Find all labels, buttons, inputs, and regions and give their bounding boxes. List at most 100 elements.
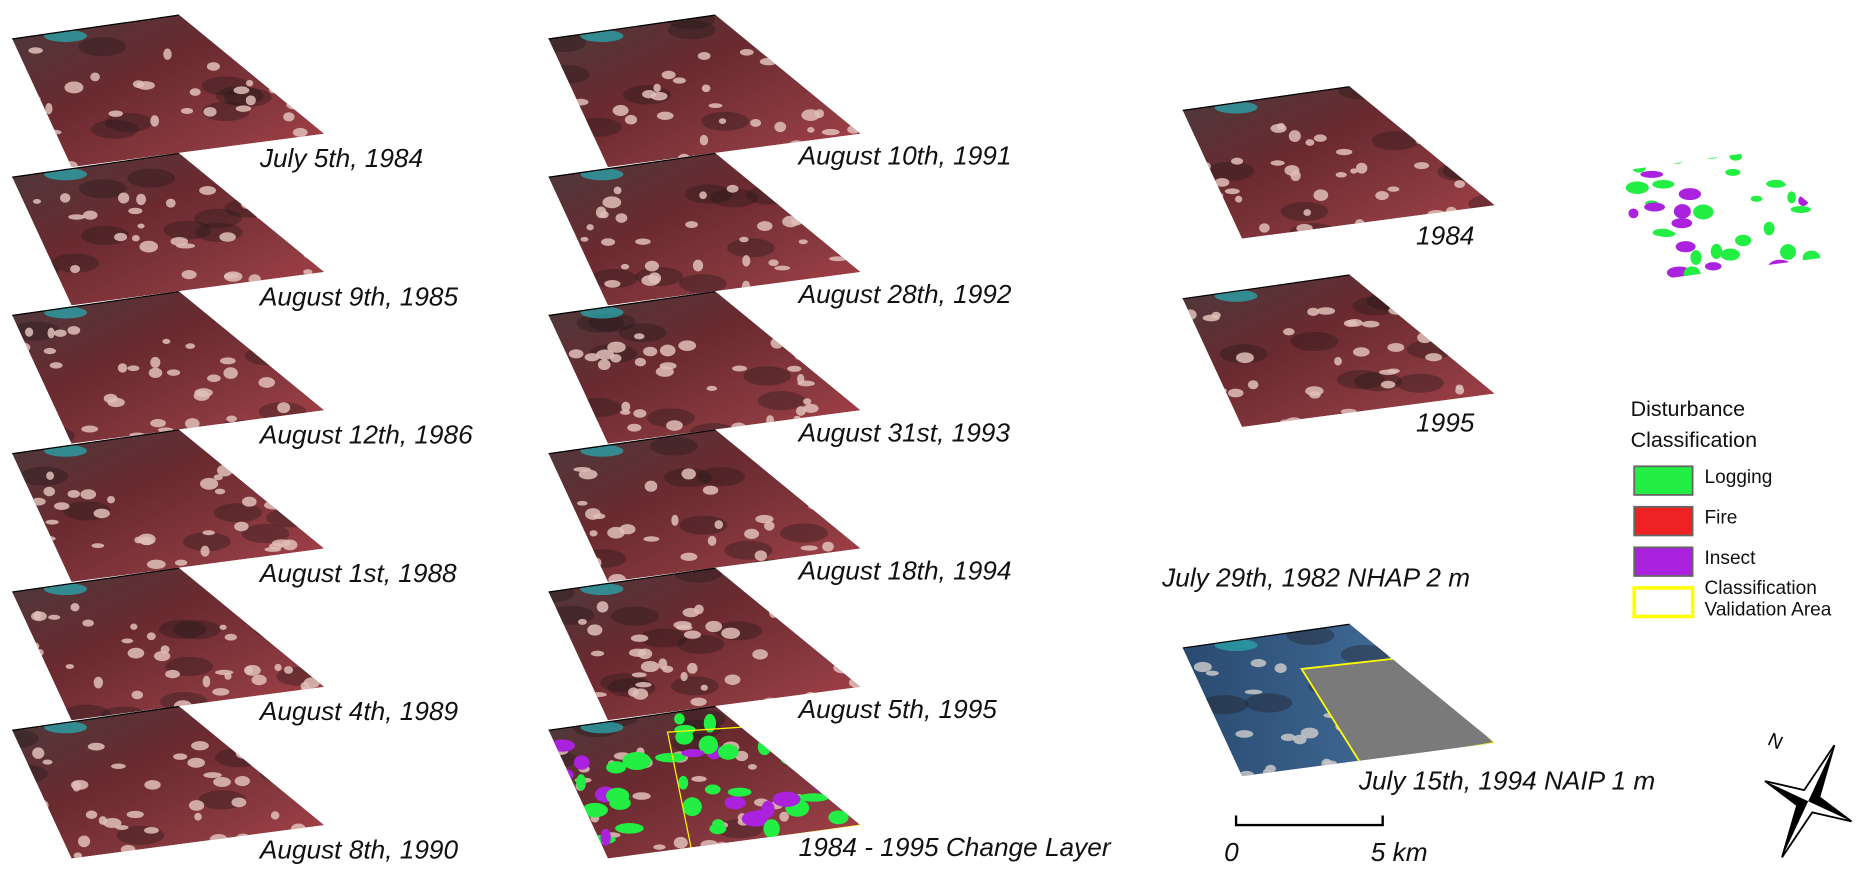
scale-bar [1234,815,1384,827]
clearcut [68,214,85,220]
ridge-top [548,429,716,455]
disturbance [806,722,832,734]
clearcut [131,690,143,700]
disturbance [1768,259,1793,275]
legend-label-box: Classification Validation Area [1705,578,1832,620]
clearcut [304,740,314,752]
ridge-shade [290,464,325,484]
ridge-shade [784,36,833,56]
clearcut [207,154,215,166]
ridge-shade [20,466,68,486]
disturbance [681,749,705,758]
clearcut [1288,130,1301,142]
clearcut [607,526,625,539]
clearcut [744,528,760,539]
legend-swatch [1633,465,1694,496]
clearcut [233,86,250,95]
clearcut [571,573,586,581]
clearcut [199,477,219,490]
clearcut [839,779,858,791]
clearcut [165,669,180,679]
clearcut [635,238,651,245]
clearcut [825,749,843,758]
clearcut [587,624,603,636]
clearcut [48,614,61,620]
clearcut [726,184,739,193]
clearcut [289,645,301,651]
ridge-shade [1206,161,1255,181]
disturbance [1675,241,1696,253]
clearcut [795,608,806,616]
clearcut [589,530,598,537]
clearcut [203,106,217,117]
clearcut [800,490,808,500]
clearcut [596,601,609,613]
clearcut [1417,332,1433,344]
clearcut [219,232,236,242]
disturbance [1634,152,1650,165]
clearcut [1445,206,1458,218]
disturbance [573,755,590,770]
clearcut [820,60,831,71]
ridge-shade [172,620,221,640]
clearcut [21,651,36,661]
clearcut [759,430,771,439]
clearcut [807,495,825,507]
disturbance [1625,181,1649,194]
ridge-shade [639,628,688,648]
clearcut [560,518,579,525]
ridge-shade [11,145,36,165]
clearcut [264,500,284,510]
clearcut [303,269,313,275]
clearcut [297,94,314,101]
ridge-shade [578,549,627,569]
clearcut [633,409,647,418]
clearcut [1300,727,1319,739]
ridge-shade [1468,194,1495,214]
disturbance [1671,218,1693,229]
clearcut [213,474,223,481]
terrain-surface [11,567,325,721]
clearcut [212,157,227,164]
clearcut [1426,656,1445,665]
clearcut [235,105,252,112]
clearcut [631,672,647,678]
clearcut [24,327,34,337]
disturbance [1817,166,1828,181]
ridge-shade [275,357,323,378]
clearcut [644,480,658,492]
clearcut [1250,659,1267,668]
clearcut [1464,701,1473,708]
clearcut [577,500,588,506]
clearcut [621,401,631,412]
terrain-surface [11,291,325,444]
clearcut [1361,320,1380,328]
clearcut [212,688,230,696]
disturbance [717,744,739,760]
disturbance [762,725,793,738]
ridge-shade [1338,86,1386,100]
ridge-shade [548,141,592,162]
ridge-shade [194,208,242,228]
clearcut [716,841,727,848]
clearcut [682,607,700,618]
clearcut [1214,192,1224,199]
naip-area [1300,656,1495,766]
clearcut [1407,224,1416,234]
ridge-shade [214,748,263,768]
clearcut [300,686,314,696]
clearcut [768,259,779,267]
clearcut [774,265,791,271]
clearcut [836,789,851,797]
clearcut [1262,768,1271,777]
arrow-star-shade [1764,781,1809,858]
clearcut [806,68,823,78]
ridge-shade [212,305,261,325]
clearcut [1484,746,1495,753]
clearcut [844,358,860,371]
clearcut [839,366,847,375]
clearcut [807,127,815,133]
ridge-shade [757,391,806,411]
clearcut [43,486,55,497]
clearcut [596,349,615,360]
